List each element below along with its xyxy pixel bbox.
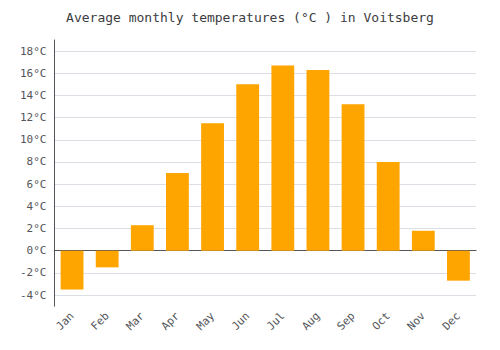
svg-text:18°C: 18°C [20,45,47,58]
svg-text:Aug: Aug [299,310,322,333]
svg-text:Sep: Sep [334,310,357,333]
svg-text:Jan: Jan [53,310,76,333]
svg-text:0°C: 0°C [27,244,47,257]
svg-text:May: May [194,309,217,332]
svg-text:8°C: 8°C [27,155,47,168]
svg-text:Jun: Jun [229,310,252,333]
svg-text:4°C: 4°C [27,200,47,213]
svg-text:10°C: 10°C [20,133,47,146]
svg-text:-2°C: -2°C [20,266,47,279]
svg-text:Nov: Nov [405,309,428,332]
svg-text:6°C: 6°C [27,178,47,191]
svg-text:12°C: 12°C [20,111,47,124]
svg-text:Oct: Oct [370,310,393,333]
svg-text:Mar: Mar [124,309,147,332]
svg-text:-4°C: -4°C [20,289,47,302]
svg-text:Average monthly temperatures (: Average monthly temperatures (°C ) in Vo… [66,10,434,25]
svg-text:2°C: 2°C [27,222,47,235]
svg-text:Apr: Apr [159,309,182,332]
svg-text:Jul: Jul [264,310,287,333]
svg-text:14°C: 14°C [20,89,47,102]
svg-text:16°C: 16°C [20,67,47,80]
svg-text:Dec: Dec [440,310,463,333]
svg-text:Feb: Feb [89,310,112,333]
